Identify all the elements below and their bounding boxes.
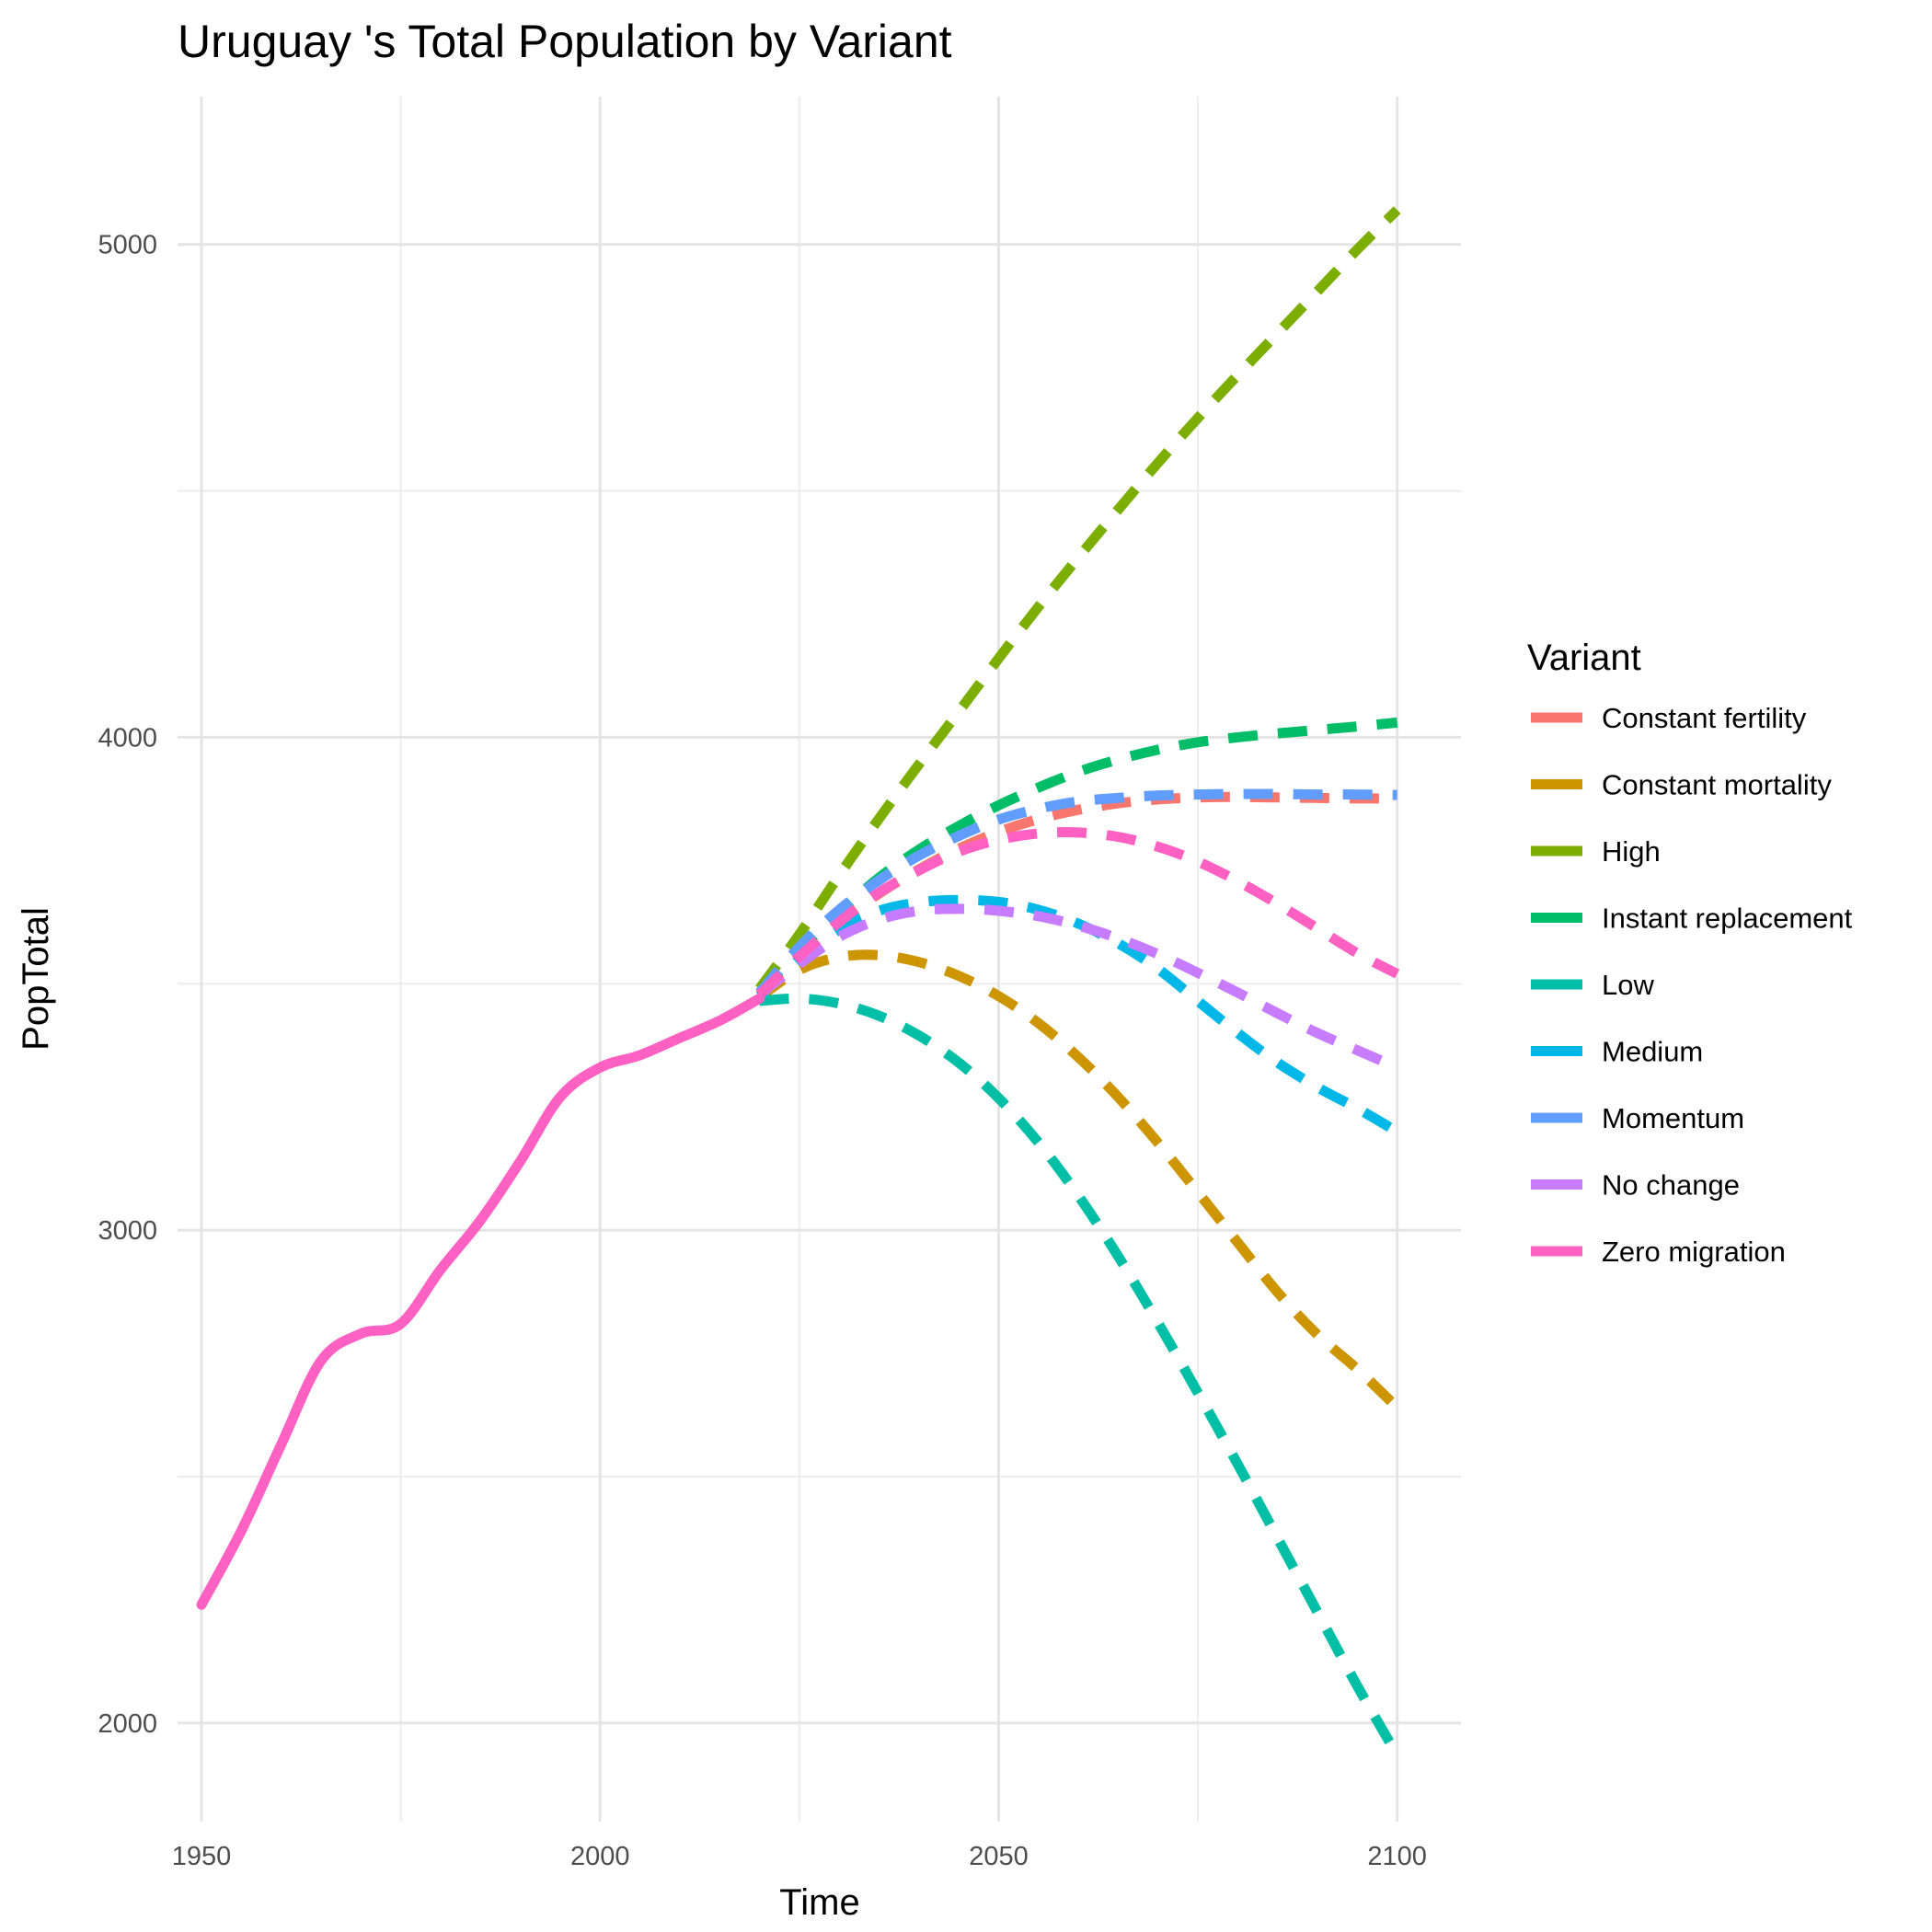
series-line-zero-migration <box>755 827 1400 999</box>
legend-label-high: High <box>1602 835 1661 868</box>
legend-label-instant-replacement: Instant replacement <box>1602 903 1853 935</box>
x-axis-title: Time <box>779 1882 859 1923</box>
x-tick-label: 2050 <box>969 1842 1029 1871</box>
y-tick-label: 5000 <box>98 231 157 260</box>
legend-label-low: Low <box>1602 969 1654 1001</box>
legend-label-constant-mortality: Constant mortality <box>1602 769 1832 801</box>
series-line-medium <box>755 894 1400 1136</box>
legend-label-momentum: Momentum <box>1602 1102 1744 1134</box>
series-line-momentum <box>755 788 1397 996</box>
series-line-constant-fertility <box>755 791 1397 997</box>
x-tick-label: 1950 <box>172 1842 232 1871</box>
y-axis-title: PopTotal <box>16 907 56 1051</box>
chart-title: Uruguay 's Total Population by Variant <box>178 16 952 67</box>
y-tick-label: 4000 <box>98 723 157 753</box>
legend-label-no-change: No change <box>1602 1169 1740 1202</box>
series-line-low <box>759 993 1402 1758</box>
x-tick-label: 2000 <box>570 1842 630 1871</box>
legend-label-zero-migration: Zero migration <box>1602 1236 1786 1268</box>
series-line-high <box>755 206 1401 992</box>
legend: Variant Constant fertility Constant morta… <box>1527 638 1853 1268</box>
series-layer <box>196 206 1402 1758</box>
legend-label-constant-fertility: Constant fertility <box>1602 702 1807 734</box>
series-line-zero-migration-historical <box>196 993 765 1610</box>
y-tick-label: 2000 <box>98 1709 157 1739</box>
x-tick-labels: 1950 2000 2050 2100 <box>172 1842 1427 1871</box>
legend-items: Constant fertility Constant mortality High… <box>1531 702 1853 1268</box>
legend-title: Variant <box>1527 638 1641 678</box>
y-tick-label: 3000 <box>98 1216 157 1246</box>
legend-label-medium: Medium <box>1602 1036 1703 1068</box>
series-line-no-change <box>756 903 1399 1073</box>
y-tick-labels: 2000 3000 4000 5000 <box>98 231 157 1739</box>
series-line-constant-mortality <box>756 949 1401 1411</box>
x-tick-label: 2100 <box>1367 1842 1427 1871</box>
